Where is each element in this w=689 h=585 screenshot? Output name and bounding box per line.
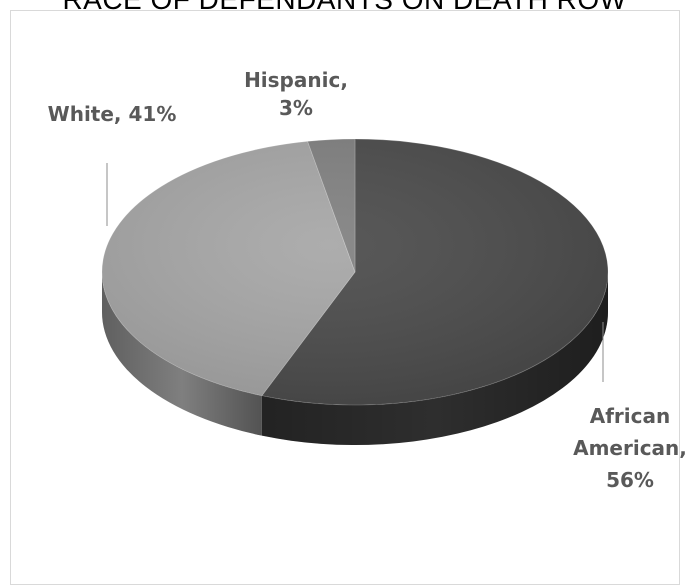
pie-side-shade-african-american — [261, 272, 609, 445]
data-label-line: American, — [573, 436, 687, 460]
leader-lines — [106, 163, 604, 382]
data-label-hispanic: Hispanic, 3% — [244, 68, 348, 120]
pie-sides — [102, 272, 609, 445]
pie-tops — [101, 138, 609, 406]
data-label-line: 3% — [279, 96, 313, 120]
data-label-line: Hispanic, — [244, 68, 348, 92]
data-label-line: White, 41% — [48, 102, 177, 126]
data-label-white: White, 41% — [48, 102, 177, 126]
chart-title: RACE OF DEFENDANTS ON DEATH ROW — [0, 0, 689, 14]
data-labels: African American, 56% White, 41% Hispanic, 3% — [48, 68, 687, 492]
data-label-line: 56% — [606, 468, 654, 492]
data-label-line: African — [590, 404, 671, 428]
pie-side-shade-white — [102, 272, 262, 436]
pie-top-shading — [102, 139, 608, 405]
data-label-african-american: African American, 56% — [573, 404, 687, 492]
